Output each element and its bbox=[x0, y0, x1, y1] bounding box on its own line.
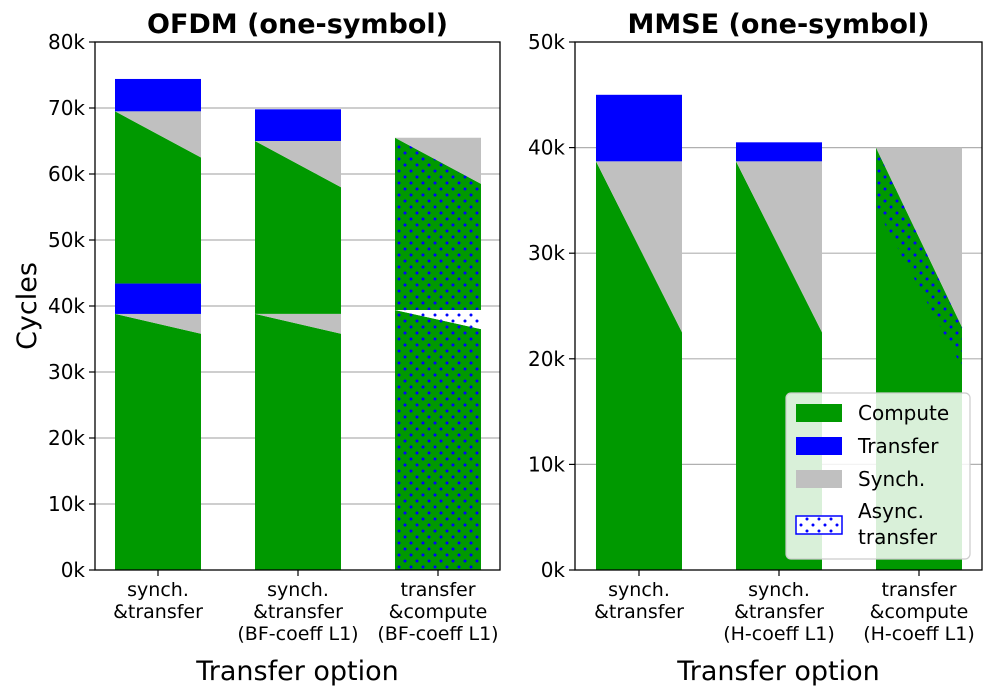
y-tick-label: 10k bbox=[48, 492, 85, 516]
y-tick-label: 10k bbox=[528, 452, 565, 476]
x-tick-label: &compute bbox=[389, 601, 488, 623]
x-tick-label: &compute bbox=[870, 601, 969, 623]
synch-bar-segment bbox=[596, 161, 682, 333]
x-tick-label: &transfer bbox=[113, 601, 203, 623]
compute-bar-segment bbox=[255, 313, 341, 570]
synch-bar-segment bbox=[115, 313, 201, 334]
synch-bar-segment bbox=[395, 137, 481, 184]
compute-bar-segment bbox=[596, 161, 682, 570]
compute-bar-segment bbox=[255, 141, 341, 314]
x-tick-label: (H-coeff L1) bbox=[863, 623, 975, 645]
y-tick-label: 60k bbox=[48, 162, 85, 186]
chart-title: MMSE (one-symbol) bbox=[628, 9, 930, 40]
x-axis-label: Transfer option bbox=[676, 656, 880, 687]
x-tick-label: transfer bbox=[400, 579, 475, 601]
x-tick-label: (H-coeff L1) bbox=[723, 623, 835, 645]
synch-bar-segment bbox=[876, 147, 962, 328]
y-tick-label: 80k bbox=[48, 30, 85, 54]
transfer-bar-segment bbox=[115, 283, 201, 314]
synch-bar-segment bbox=[115, 111, 201, 158]
transfer-bar-segment bbox=[255, 109, 341, 141]
y-tick-label: 20k bbox=[48, 426, 85, 450]
legend-swatch-synch bbox=[796, 470, 842, 488]
legend-label-compute: Compute bbox=[858, 401, 949, 425]
compute-bar-segment bbox=[115, 313, 201, 570]
legend-label-synch: Synch. bbox=[858, 467, 925, 491]
synch-bar-segment bbox=[255, 141, 341, 188]
x-tick-label: synch. bbox=[748, 579, 810, 601]
y-tick-label: 30k bbox=[48, 360, 85, 384]
legend-swatch-transfer bbox=[796, 437, 842, 455]
async-transfer-hatch bbox=[395, 309, 481, 570]
synch-bar-segment bbox=[255, 313, 341, 334]
async-transfer-hatch bbox=[395, 309, 481, 330]
axes-frame bbox=[574, 41, 983, 571]
legend-label-async-2: transfer bbox=[858, 525, 938, 549]
x-tick-label: (BF-coeff L1) bbox=[377, 623, 498, 645]
y-tick-label: 50k bbox=[48, 228, 85, 252]
transfer-bar-segment bbox=[596, 94, 682, 162]
legend-label-transfer: Transfer bbox=[857, 434, 939, 458]
x-tick-label: (BF-coeff L1) bbox=[237, 623, 358, 645]
y-tick-label: 50k bbox=[528, 30, 565, 54]
y-tick-label: 70k bbox=[48, 96, 85, 120]
legend-label-async: Async. bbox=[858, 499, 924, 523]
legend: Compute Transfer Synch. Async. transfer bbox=[785, 392, 971, 560]
x-tick-label: transfer bbox=[881, 579, 956, 601]
x-axis-label: Transfer option bbox=[195, 656, 399, 687]
x-tick-label: &transfer bbox=[734, 601, 824, 623]
x-tick-label: synch. bbox=[127, 579, 189, 601]
synch-bar-segment bbox=[736, 161, 822, 333]
legend-swatch-async-hatch bbox=[796, 516, 842, 534]
y-tick-label: 30k bbox=[528, 241, 565, 265]
y-axis-label: Cycles bbox=[12, 262, 43, 350]
x-tick-label: &transfer bbox=[594, 601, 684, 623]
x-tick-label: synch. bbox=[608, 579, 670, 601]
transfer-bar-segment bbox=[736, 142, 822, 162]
y-tick-label: 0k bbox=[541, 558, 566, 582]
x-tick-label: synch. bbox=[267, 579, 329, 601]
y-tick-label: 40k bbox=[528, 136, 565, 160]
axes-frame bbox=[94, 41, 501, 571]
y-tick-label: 0k bbox=[61, 558, 86, 582]
async-transfer-hatch bbox=[876, 147, 962, 368]
y-tick-label: 40k bbox=[48, 294, 85, 318]
async-transfer-hatch bbox=[395, 137, 481, 310]
chart-title: OFDM (one-symbol) bbox=[147, 9, 448, 40]
compute-bar-segment bbox=[115, 111, 201, 284]
transfer-bar-segment bbox=[115, 78, 201, 112]
legend-swatch-compute bbox=[796, 404, 842, 422]
y-tick-label: 20k bbox=[528, 347, 565, 371]
x-tick-label: &transfer bbox=[253, 601, 343, 623]
